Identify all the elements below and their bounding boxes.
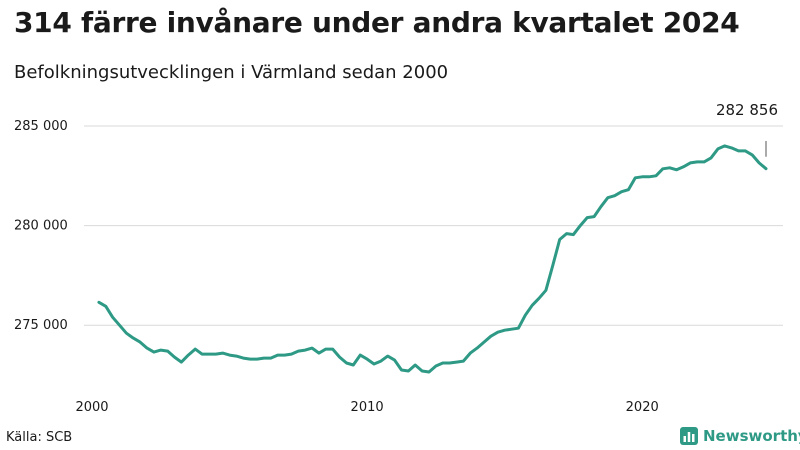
x-tick-label: 2000 xyxy=(75,400,108,415)
grid-layer xyxy=(84,125,783,326)
y-tick-label: 275 000 xyxy=(14,318,68,333)
y-tick-label: 285 000 xyxy=(14,119,68,134)
x-axis-ticks: 2000 2010 2020 xyxy=(75,400,658,415)
brand-name: Newsworthy xyxy=(703,427,800,445)
annotation-layer: 282 856 xyxy=(716,101,778,157)
annotation-label: 282 856 xyxy=(716,101,778,119)
x-tick-label: 2020 xyxy=(626,400,659,415)
source-note: Källa: SCB xyxy=(6,430,73,445)
bar-chart-logo-icon xyxy=(680,427,698,445)
page-subtitle: Befolkningsutvecklingen i Värmland sedan… xyxy=(14,62,449,83)
series-line xyxy=(97,144,768,374)
x-tick-label: 2010 xyxy=(351,400,384,415)
brand-logo[interactable]: Newsworthy xyxy=(680,427,800,445)
page-title: 314 färre invånare under andra kvartalet… xyxy=(14,6,740,39)
y-tick-label: 280 000 xyxy=(14,219,68,234)
y-axis-ticks: 275 000 280 000 285 000 xyxy=(14,119,68,333)
series-layer xyxy=(97,144,768,374)
